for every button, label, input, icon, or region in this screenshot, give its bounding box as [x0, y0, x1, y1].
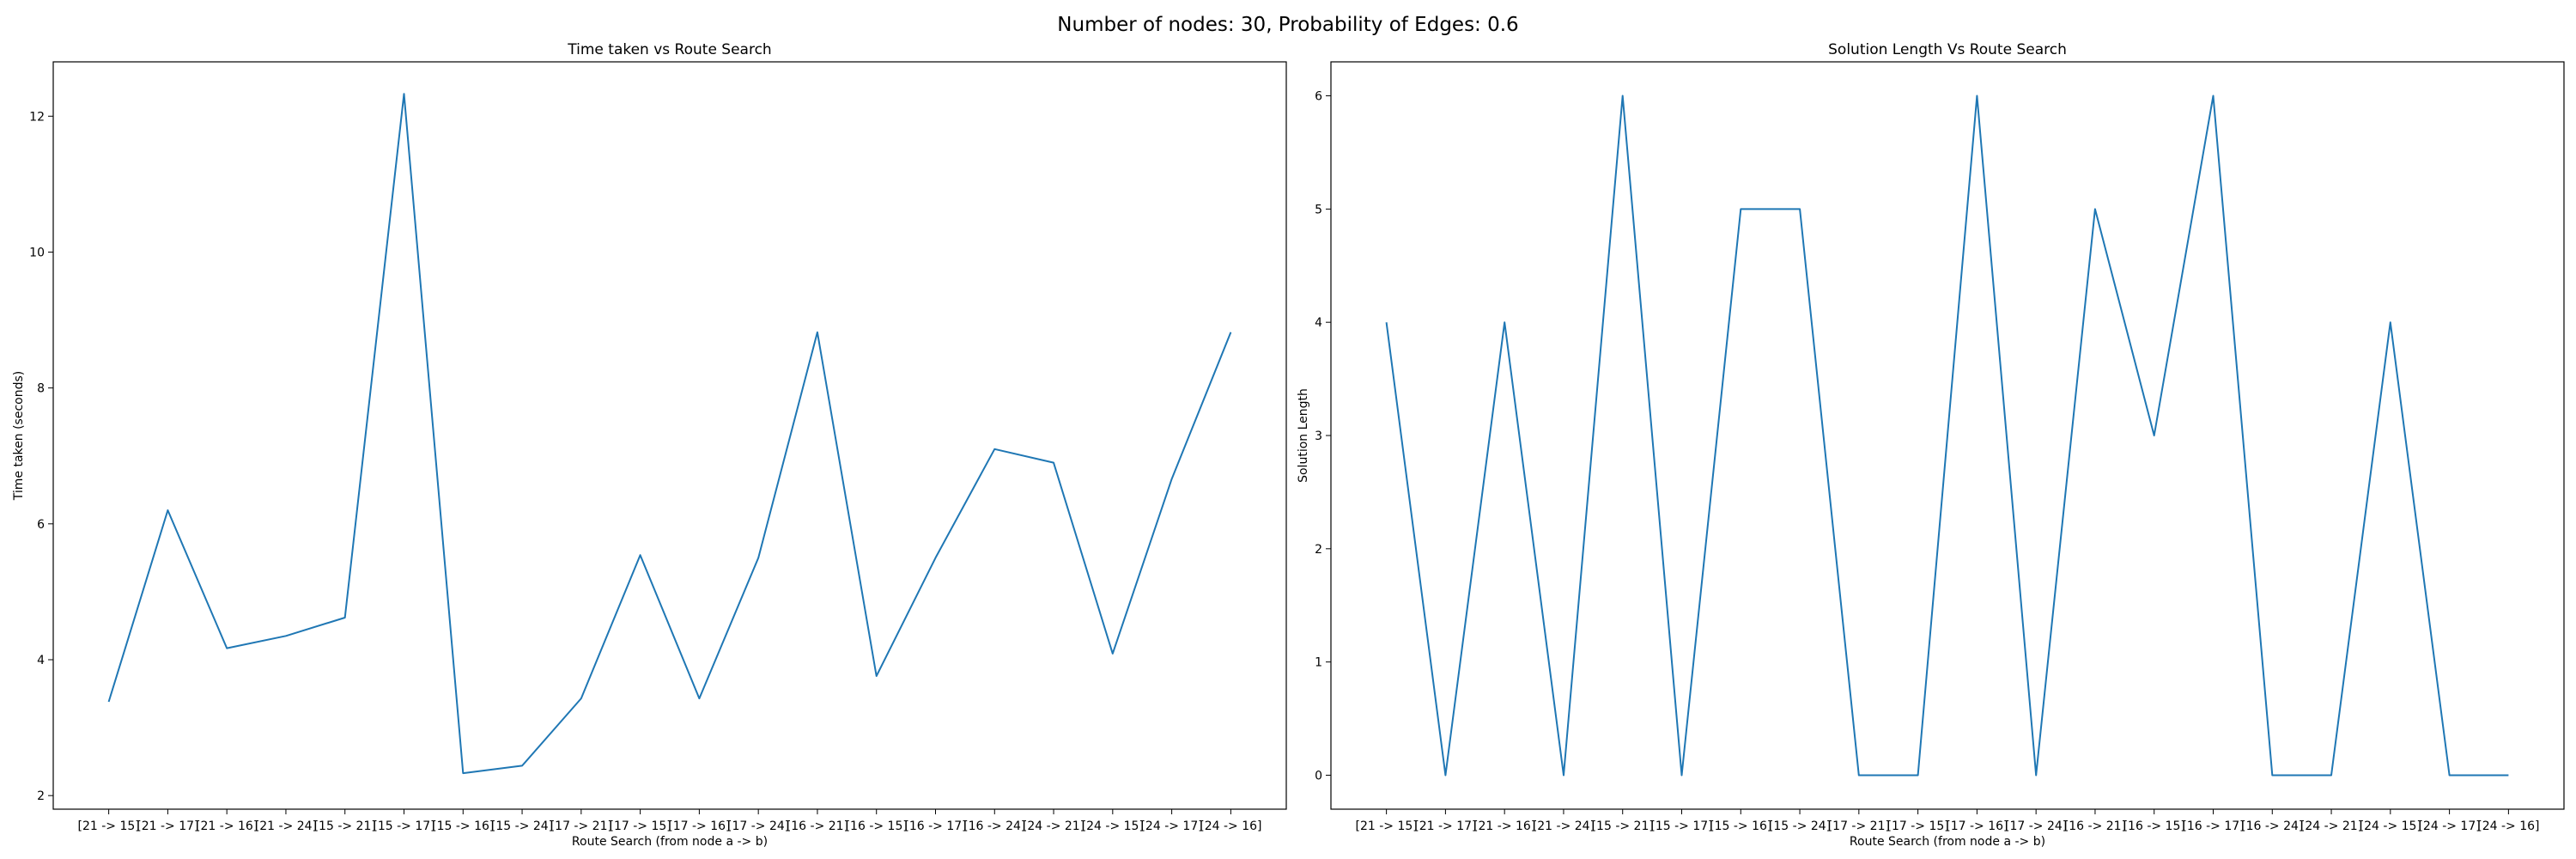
solution-length-x-tick-label: [15 -> 17]	[1650, 819, 1712, 833]
time-taken-x-tick-label: [24 -> 21]	[1023, 819, 1084, 833]
time-taken-x-tick-label: [24 -> 17]	[1140, 819, 1202, 833]
time-taken-x-tick-label: [17 -> 24]	[727, 819, 789, 833]
time-taken-y-tick-label: 4	[37, 654, 45, 667]
time-taken-x-tick-label: [15 -> 24]	[491, 819, 553, 833]
solution-length-y-ticks: 0 1 2 3 4 5 6	[1315, 90, 1331, 783]
time-taken-x-tick-label: [21 -> 16]	[196, 819, 258, 833]
time-taken-x-tick-label: [16 -> 15]	[846, 819, 908, 833]
time-taken-y-tick-label: 12	[29, 110, 45, 124]
time-taken-chart-title: Time taken vs Route Search	[567, 41, 771, 58]
solution-length-x-tick-label: [17 -> 16]	[1946, 819, 2008, 833]
solution-length-chart: Solution Length Vs Route Search Route Se…	[1297, 41, 2565, 849]
time-taken-y-axis-label: Time taken (seconds)	[12, 371, 26, 501]
solution-length-x-tick-label: [17 -> 15]	[1886, 819, 1948, 833]
time-taken-x-tick-label: [17 -> 21]	[550, 819, 612, 833]
time-taken-x-tick-label: [17 -> 16]	[668, 819, 730, 833]
time-taken-x-tick-label: [16 -> 24]	[963, 819, 1025, 833]
time-taken-y-tick-label: 8	[37, 382, 45, 396]
solution-length-x-tick-label: [15 -> 16]	[1710, 819, 1771, 833]
time-taken-x-tick-label: [21 -> 17]	[137, 819, 198, 833]
solution-length-y-tick-label: 6	[1315, 90, 1322, 104]
solution-length-x-tick-label: [24 -> 17]	[2418, 819, 2480, 833]
time-taken-x-tick-label: [15 -> 17]	[373, 819, 434, 833]
solution-length-y-tick-label: 5	[1315, 203, 1322, 216]
time-taken-x-tick-label: [24 -> 15]	[1082, 819, 1144, 833]
time-taken-axes-frame	[52, 61, 1287, 810]
solution-length-y-tick-label: 1	[1315, 656, 1322, 670]
solution-length-x-tick-label: [16 -> 24]	[2241, 819, 2303, 833]
solution-length-x-tick-label: [21 -> 17]	[1414, 819, 1476, 833]
solution-length-series	[1385, 94, 2509, 777]
time-taken-y-tick-label: 2	[37, 789, 45, 803]
solution-length-y-tick-label: 2	[1315, 543, 1322, 557]
solution-length-x-tick-label: [16 -> 17]	[2182, 819, 2244, 833]
solution-length-x-tick-label: [17 -> 24]	[2005, 819, 2067, 833]
time-taken-chart: Time taken vs Route Search Route Search …	[12, 41, 1287, 849]
time-taken-x-tick-label: [16 -> 17]	[904, 819, 966, 833]
solution-length-y-tick-label: 3	[1315, 430, 1322, 443]
solution-length-chart-title: Solution Length Vs Route Search	[1828, 41, 2067, 58]
solution-length-x-tick-label: [16 -> 15]	[2123, 819, 2185, 833]
solution-length-y-tick-label: 4	[1315, 316, 1322, 330]
solution-length-x-tick-label: [21 -> 16]	[1473, 819, 1535, 833]
time-taken-x-tick-label: [15 -> 16]	[432, 819, 494, 833]
time-taken-x-tick-label: [17 -> 15]	[609, 819, 671, 833]
time-taken-y-ticks: 2 4 6 8 10 12	[29, 110, 53, 803]
solution-length-x-tick-label: [16 -> 21]	[2064, 819, 2126, 833]
time-taken-x-tick-label: [15 -> 21]	[314, 819, 376, 833]
solution-length-series-line	[1385, 94, 2509, 777]
time-taken-x-ticks: [21 -> 15][21 -> 17][21 -> 16][21 -> 24]…	[77, 809, 1262, 833]
time-taken-x-tick-label: [21 -> 24]	[255, 819, 317, 833]
time-taken-series	[107, 93, 1232, 775]
solution-length-x-tick-label: [24 -> 15]	[2360, 819, 2421, 833]
solution-length-x-ticks: [21 -> 15][21 -> 17][21 -> 16][21 -> 24]…	[1355, 809, 2540, 833]
solution-length-y-tick-label: 0	[1315, 769, 1322, 783]
solution-length-x-tick-label: [17 -> 21]	[1828, 819, 1890, 833]
time-taken-y-tick-label: 10	[29, 246, 45, 259]
solution-length-x-tick-label: [24 -> 21]	[2300, 819, 2362, 833]
time-taken-x-tick-label: [16 -> 21]	[787, 819, 848, 833]
solution-length-x-tick-label: [24 -> 16]	[2477, 819, 2539, 833]
solution-length-y-axis-label: Solution Length	[1297, 388, 1310, 483]
time-taken-x-axis-label: Route Search (from node a -> b)	[572, 835, 768, 849]
solution-length-x-tick-label: [21 -> 15]	[1355, 819, 1417, 833]
solution-length-x-tick-label: [15 -> 24]	[1769, 819, 1831, 833]
time-taken-series-line	[107, 93, 1232, 775]
solution-length-x-tick-label: [15 -> 21]	[1592, 819, 1654, 833]
solution-length-x-tick-label: [21 -> 24]	[1533, 819, 1595, 833]
time-taken-x-tick-label: [24 -> 16]	[1200, 819, 1261, 833]
time-taken-x-tick-label: [21 -> 15]	[77, 819, 139, 833]
figure-suptitle: Number of nodes: 30, Probability of Edge…	[1057, 14, 1518, 36]
time-taken-y-tick-label: 6	[37, 518, 45, 532]
solution-length-x-axis-label: Route Search (from node a -> b)	[1850, 835, 2045, 849]
